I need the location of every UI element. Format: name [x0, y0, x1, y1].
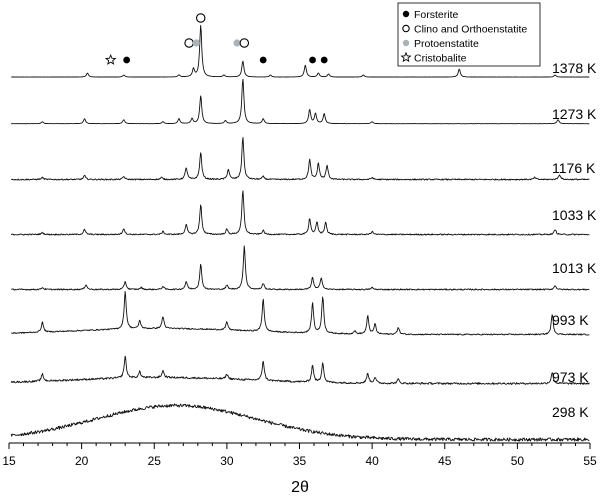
x-tick-label: 20: [75, 454, 89, 468]
legend-label: Clino and Orthoenstatite: [414, 23, 527, 35]
series-label: 1033 K: [552, 207, 597, 223]
traces: [10, 25, 590, 442]
series-line: [10, 136, 590, 181]
series-line: [10, 403, 590, 442]
series-label: 1378 K: [552, 60, 597, 76]
series-label: 1176 K: [552, 160, 596, 176]
series-line: [11, 290, 590, 336]
x-tick-label: 40: [365, 454, 379, 468]
x-tick-label: 30: [220, 454, 234, 468]
legend-marker: [400, 51, 412, 63]
series-label: 973 K: [552, 369, 589, 385]
series-label: 1013 K: [552, 260, 597, 276]
series-line: [11, 245, 590, 291]
x-tick-label: 25: [148, 454, 162, 468]
x-tick-label: 45: [438, 454, 452, 468]
phase-marker: [195, 13, 206, 23]
legend-marker: [402, 10, 410, 18]
phase-marker: [239, 38, 250, 48]
legend-label: Cristobalite: [414, 52, 467, 64]
series-label: 993 K: [552, 312, 589, 328]
temperature-labels: 1378 K 1273 K 1176 K 1033 K 1013 K 993 K 973 K…: [552, 60, 597, 420]
legend-marker: [402, 24, 410, 33]
legend-label: Forsterite: [414, 9, 459, 21]
phase-markers: [104, 13, 328, 65]
series-label: 298 K: [552, 404, 589, 420]
x-tick-label: 55: [583, 454, 597, 468]
phase-marker: [309, 56, 316, 64]
x-axis: 15 20 25 30 35 40 45 50 55: [2, 442, 597, 468]
phase-marker: [104, 53, 117, 65]
phase-marker: [259, 56, 267, 64]
phase-marker: [320, 56, 328, 64]
x-tick-label: 35: [293, 454, 307, 468]
series-line: [10, 355, 590, 385]
series-label: 1273 K: [552, 106, 597, 122]
legend-marker: [402, 39, 410, 47]
legend: Forsterite Clino and Orthoenstatite Protoe…: [397, 2, 541, 67]
legend-label: Protoenstatite: [414, 38, 479, 50]
phase-marker: [184, 38, 194, 48]
x-tick-label: 50: [511, 454, 525, 468]
legend-box: [397, 2, 541, 67]
phase-marker: [233, 39, 241, 47]
series-line: [11, 25, 590, 78]
series-line: [10, 190, 590, 236]
x-tick-label: 15: [2, 454, 16, 468]
phase-marker: [123, 56, 131, 64]
series-line: [11, 78, 590, 125]
x-axis-label: 2θ: [291, 479, 309, 496]
phase-marker: [192, 39, 200, 47]
